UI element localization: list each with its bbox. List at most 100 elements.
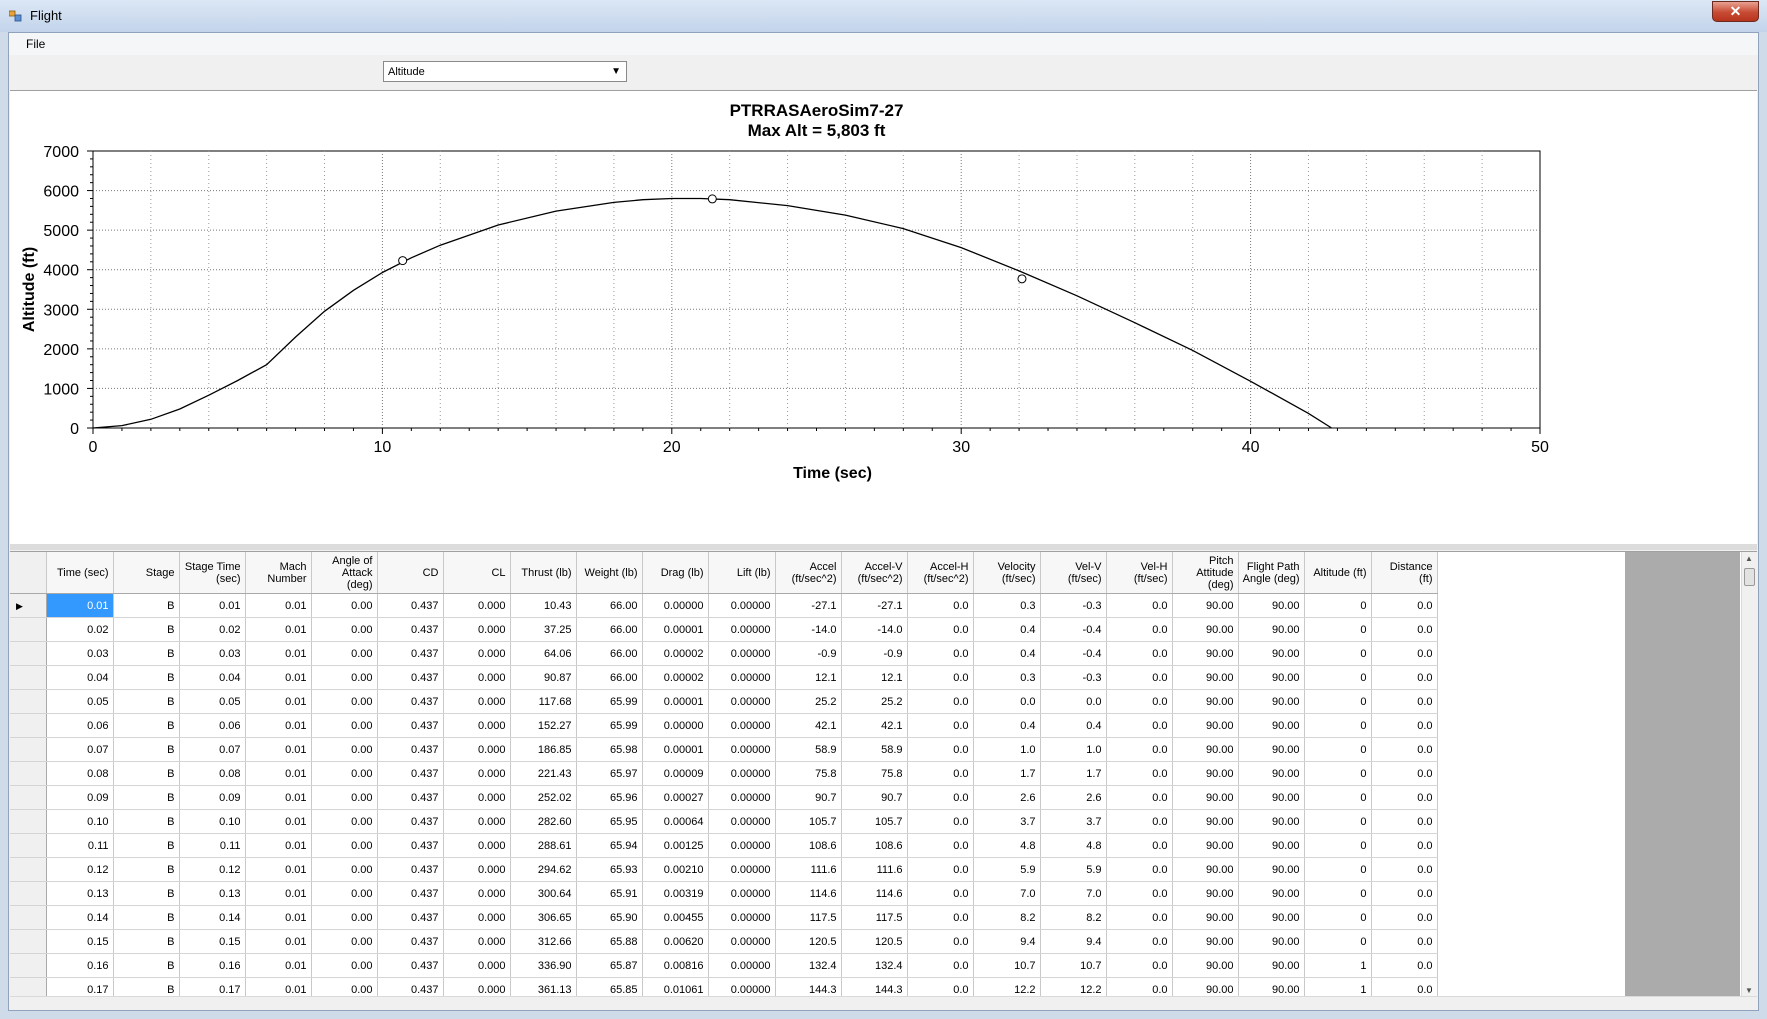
- grid-cell[interactable]: 0.00: [311, 641, 378, 666]
- grid-cell[interactable]: 0.02: [46, 617, 114, 642]
- grid-cell[interactable]: 0.0: [1371, 689, 1438, 714]
- grid-cell[interactable]: 90.00: [1238, 689, 1305, 714]
- grid-cell[interactable]: 4.8: [973, 833, 1041, 858]
- grid-cell[interactable]: 0.00000: [708, 761, 776, 786]
- grid-cell[interactable]: 0.01: [46, 593, 114, 618]
- grid-cell[interactable]: 0.000: [443, 761, 511, 786]
- grid-cell[interactable]: 90.00: [1172, 953, 1239, 978]
- grid-cell[interactable]: 0.0: [1106, 953, 1173, 978]
- row-header[interactable]: [10, 905, 47, 930]
- grid-cell[interactable]: 75.8: [841, 761, 908, 786]
- grid-cell[interactable]: 0.00: [311, 689, 378, 714]
- grid-cell[interactable]: 65.91: [576, 881, 643, 906]
- grid-cell[interactable]: 117.5: [775, 905, 842, 930]
- table-row[interactable]: 0.05 B 0.05 0.01 0.00 0.437 0.000 117.68 65.99 0.…: [10, 689, 1438, 714]
- grid-cell[interactable]: 252.02: [510, 785, 577, 810]
- grid-cell[interactable]: 0.000: [443, 833, 511, 858]
- grid-cell[interactable]: B: [113, 809, 180, 834]
- table-row[interactable]: 0.11 B 0.11 0.01 0.00 0.437 0.000 288.61 65.94 0.…: [10, 833, 1438, 858]
- grid-cell[interactable]: 0.00319: [642, 881, 709, 906]
- grid-cell[interactable]: 12.1: [841, 665, 908, 690]
- grid-cell[interactable]: 10.43: [510, 593, 577, 618]
- table-row[interactable]: 0.06 B 0.06 0.01 0.00 0.437 0.000 152.27 65.99 0.…: [10, 713, 1438, 738]
- grid-cell[interactable]: B: [113, 641, 180, 666]
- grid-cell[interactable]: B: [113, 833, 180, 858]
- grid-cell[interactable]: 312.66: [510, 929, 577, 954]
- grid-cell[interactable]: B: [113, 785, 180, 810]
- grid-cell[interactable]: 0.000: [443, 881, 511, 906]
- column-header[interactable]: Flight Path Angle (deg): [1238, 552, 1305, 594]
- grid-cell[interactable]: 65.85: [576, 977, 643, 997]
- grid-cell[interactable]: 0.0: [1106, 905, 1173, 930]
- grid-cell[interactable]: 0.09: [46, 785, 114, 810]
- grid-cell[interactable]: 0.0: [1106, 929, 1173, 954]
- grid-cell[interactable]: 0.00: [311, 881, 378, 906]
- row-header[interactable]: [10, 689, 47, 714]
- column-header[interactable]: Angle of Attack (deg): [311, 552, 378, 594]
- grid-cell[interactable]: 90.87: [510, 665, 577, 690]
- grid-cell[interactable]: 117.68: [510, 689, 577, 714]
- row-header[interactable]: [10, 665, 47, 690]
- grid-cell[interactable]: 0.10: [46, 809, 114, 834]
- grid-cell[interactable]: 90.00: [1172, 833, 1239, 858]
- grid-cell[interactable]: 90.00: [1172, 905, 1239, 930]
- grid-cell[interactable]: 0.06: [179, 713, 246, 738]
- grid-cell[interactable]: 0.00000: [708, 857, 776, 882]
- grid-cell[interactable]: 0.00000: [708, 929, 776, 954]
- column-header[interactable]: Lift (lb): [708, 552, 776, 594]
- grid-cell[interactable]: 9.4: [1040, 929, 1107, 954]
- scroll-up-icon[interactable]: ▲: [1745, 554, 1753, 563]
- column-header[interactable]: Time (sec): [46, 552, 114, 594]
- grid-cell[interactable]: 0.00: [311, 665, 378, 690]
- grid-cell[interactable]: 10.7: [973, 953, 1041, 978]
- grid-cell[interactable]: 0.00816: [642, 953, 709, 978]
- table-row[interactable]: 0.13 B 0.13 0.01 0.00 0.437 0.000 300.64 65.91 0.…: [10, 881, 1438, 906]
- grid-cell[interactable]: 0.00000: [708, 833, 776, 858]
- grid-cell[interactable]: 0.00: [311, 857, 378, 882]
- grid-cell[interactable]: 0.14: [46, 905, 114, 930]
- grid-cell[interactable]: 0.01: [245, 857, 312, 882]
- grid-cell[interactable]: 0.000: [443, 641, 511, 666]
- grid-cell[interactable]: 0.000: [443, 617, 511, 642]
- scrollbar-thumb[interactable]: [1744, 568, 1755, 586]
- grid-cell[interactable]: 0.4: [973, 641, 1041, 666]
- grid-cell[interactable]: 0.437: [377, 881, 444, 906]
- grid-cell[interactable]: 0.00002: [642, 641, 709, 666]
- grid-cell[interactable]: 0.3: [973, 593, 1041, 618]
- grid-cell[interactable]: 0.0: [907, 881, 974, 906]
- table-row[interactable]: ▶ 0.01 B 0.01 0.01 0.00 0.437 0.000 10.43 66.00 0.…: [10, 593, 1438, 618]
- grid-cell[interactable]: 0.0: [1371, 905, 1438, 930]
- grid-cell[interactable]: 117.5: [841, 905, 908, 930]
- grid-cell[interactable]: -14.0: [775, 617, 842, 642]
- column-header[interactable]: Weight (lb): [576, 552, 643, 594]
- grid-cell[interactable]: 0.05: [179, 689, 246, 714]
- grid-cell[interactable]: 0.00: [311, 617, 378, 642]
- grid-cell[interactable]: 90.00: [1172, 689, 1239, 714]
- grid-cell[interactable]: 0.00000: [708, 689, 776, 714]
- grid-cell[interactable]: 0.0: [1106, 761, 1173, 786]
- grid-cell[interactable]: 0.00000: [642, 713, 709, 738]
- column-header[interactable]: Drag (lb): [642, 552, 709, 594]
- grid-cell[interactable]: 58.9: [841, 737, 908, 762]
- grid-cell[interactable]: 0.000: [443, 785, 511, 810]
- grid-cell[interactable]: 0.01: [245, 593, 312, 618]
- table-row[interactable]: 0.12 B 0.12 0.01 0.00 0.437 0.000 294.62 65.93 0.…: [10, 857, 1438, 882]
- grid-cell[interactable]: 0.11: [46, 833, 114, 858]
- grid-cell[interactable]: 108.6: [841, 833, 908, 858]
- grid-cell[interactable]: 361.13: [510, 977, 577, 997]
- grid-cell[interactable]: 0.00001: [642, 689, 709, 714]
- grid-cell[interactable]: 0.000: [443, 713, 511, 738]
- grid-cell[interactable]: 0.0: [1106, 593, 1173, 618]
- row-header[interactable]: [10, 953, 47, 978]
- grid-cell[interactable]: 0.000: [443, 905, 511, 930]
- grid-cell[interactable]: 0.00000: [708, 881, 776, 906]
- grid-cell[interactable]: 0.00000: [708, 713, 776, 738]
- grid-cell[interactable]: 0.0: [1106, 617, 1173, 642]
- grid-cell[interactable]: 0.0: [1371, 593, 1438, 618]
- grid-cell[interactable]: 0.0: [1371, 761, 1438, 786]
- grid-cell[interactable]: 90.7: [841, 785, 908, 810]
- grid-cell[interactable]: 132.4: [841, 953, 908, 978]
- grid-cell[interactable]: 0.0: [1371, 713, 1438, 738]
- grid-cell[interactable]: B: [113, 689, 180, 714]
- column-header[interactable]: Altitude (ft): [1304, 552, 1372, 594]
